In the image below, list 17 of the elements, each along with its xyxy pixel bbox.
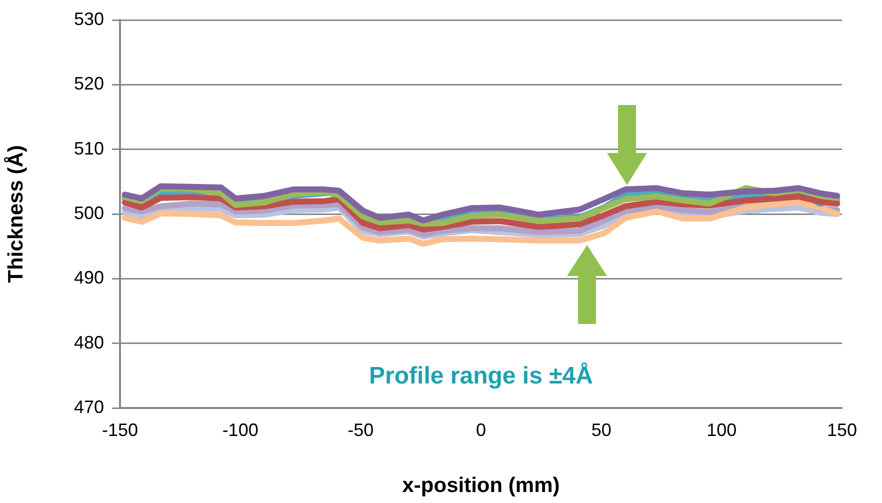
x-tick-label: -150 [102, 420, 138, 440]
x-tick-label: 100 [706, 420, 737, 440]
annotation: Profile range is ±4Å [369, 362, 593, 390]
y-tick-label: 480 [74, 332, 104, 352]
x-tick-label: 50 [591, 420, 612, 440]
y-tick-label: 500 [74, 202, 104, 223]
y-tick-label: 520 [74, 74, 104, 94]
x-tick-label: -50 [348, 420, 374, 440]
x-tick-label: 150 [826, 420, 858, 440]
x-tick-label: -100 [222, 420, 258, 440]
y-axis-title: Thickness (Å) [3, 145, 28, 283]
y-tick-label: 470 [74, 396, 104, 417]
y-tick-label: 510 [74, 138, 104, 158]
y-tick-label: 490 [74, 268, 104, 288]
x-tick-label: 0 [476, 420, 486, 440]
y-tick-label: 530 [74, 8, 104, 29]
x-axis-title: x-position (mm) [402, 474, 560, 498]
